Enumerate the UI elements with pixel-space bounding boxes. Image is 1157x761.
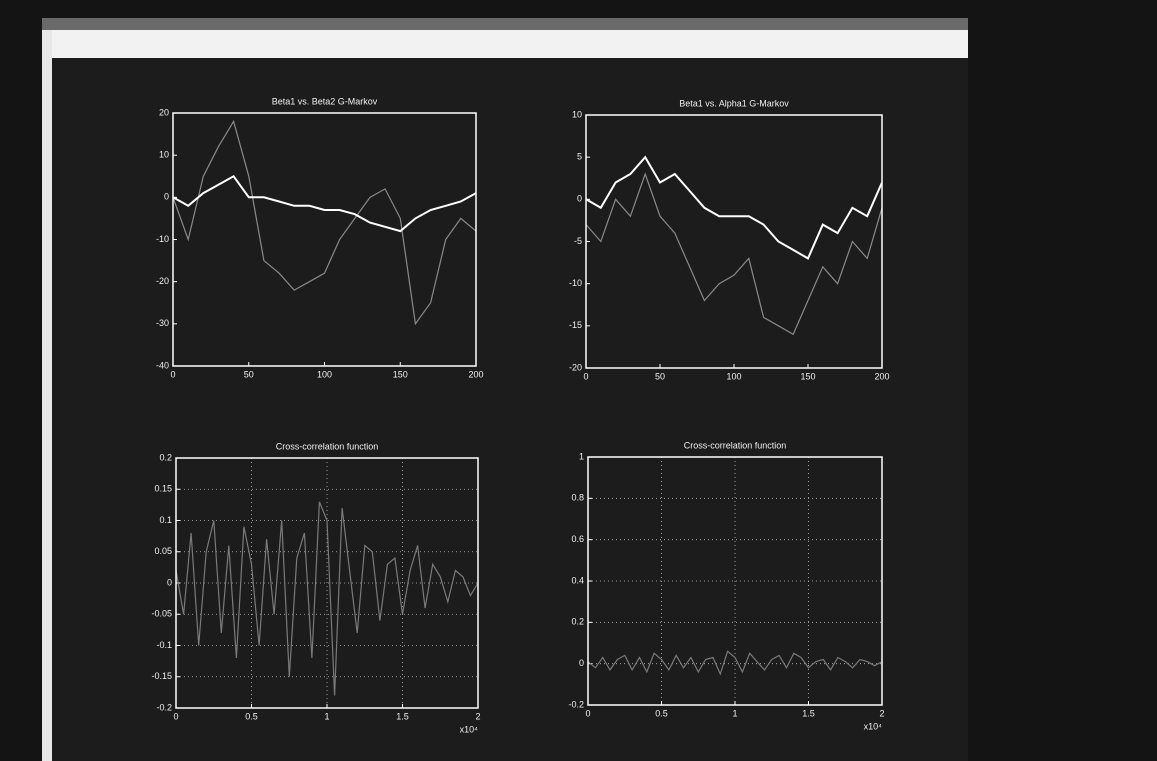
y-tick-label: 10: [159, 150, 169, 160]
y-tick-label: 10: [572, 109, 582, 119]
y-tick-label: 0.1: [159, 515, 172, 525]
window-toolbar: [42, 30, 968, 58]
x-tick-label: 150: [393, 369, 408, 379]
chart-title: Cross-correlation function: [684, 440, 787, 450]
screenshot: -40-30-20-1001020050100150200Beta1 vs. B…: [0, 0, 1157, 761]
y-tick-label: 0.2: [159, 452, 172, 462]
x-tick-label: 150: [800, 371, 815, 381]
y-tick-label: -0.15: [151, 671, 172, 681]
window-border: [42, 30, 52, 761]
x-tick-label: 50: [655, 371, 665, 381]
y-tick-label: 0: [577, 194, 582, 204]
y-tick-label: 0: [167, 577, 172, 587]
x-tick-label: 100: [726, 371, 741, 381]
x-tick-label: 0: [583, 371, 588, 381]
y-tick-label: 0.05: [154, 546, 172, 556]
y-tick-label: -0.05: [151, 609, 172, 619]
figure-area: [52, 58, 968, 761]
chart-title: Beta1 vs. Beta2 G-Markov: [272, 96, 378, 106]
x-tick-label: 1: [324, 711, 329, 721]
y-tick-label: -20: [569, 362, 582, 372]
y-tick-label: 0.6: [571, 534, 584, 544]
y-tick-label: -10: [156, 234, 169, 244]
y-tick-label: 1: [579, 451, 584, 461]
x-tick-label: 200: [874, 371, 889, 381]
x-tick-label: 1: [732, 708, 737, 718]
y-tick-label: -5: [574, 236, 582, 246]
y-tick-label: 0.4: [571, 575, 584, 585]
y-tick-label: -20: [156, 276, 169, 286]
y-tick-label: 0.2: [571, 617, 584, 627]
page: -40-30-20-1001020050100150200Beta1 vs. B…: [0, 0, 1157, 761]
chart-title: Beta1 vs. Alpha1 G-Markov: [679, 98, 789, 108]
y-tick-label: -0.1: [156, 640, 172, 650]
y-tick-label: -10: [569, 278, 582, 288]
y-tick-label: 0: [164, 192, 169, 202]
y-tick-label: -30: [156, 318, 169, 328]
x-tick-label: 0: [170, 369, 175, 379]
x-tick-label: 1.5: [802, 708, 815, 718]
x-multiplier: x10⁴: [460, 724, 479, 734]
x-tick-label: 0.5: [655, 708, 668, 718]
y-tick-label: 20: [159, 107, 169, 117]
y-tick-label: 0: [579, 658, 584, 668]
x-tick-label: 1.5: [396, 711, 409, 721]
y-tick-label: 5: [577, 152, 582, 162]
x-tick-label: 0: [173, 711, 178, 721]
x-tick-label: 2: [879, 708, 884, 718]
y-tick-label: -15: [569, 320, 582, 330]
chart-title: Cross-correlation function: [276, 441, 379, 451]
y-tick-label: -0.2: [156, 702, 172, 712]
x-tick-label: 50: [244, 369, 254, 379]
x-multiplier: x10⁴: [864, 721, 883, 731]
window-titlebar: [42, 18, 968, 30]
x-tick-label: 0: [585, 708, 590, 718]
y-tick-label: 0.15: [154, 484, 172, 494]
x-tick-label: 2: [475, 711, 480, 721]
y-tick-label: 0.8: [571, 493, 584, 503]
x-tick-label: 0.5: [245, 711, 258, 721]
y-tick-label: -0.2: [568, 699, 584, 709]
y-tick-label: -40: [156, 360, 169, 370]
x-tick-label: 200: [468, 369, 483, 379]
x-tick-label: 100: [317, 369, 332, 379]
